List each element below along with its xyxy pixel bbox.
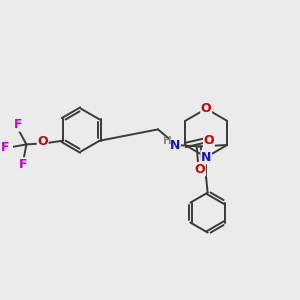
Text: F: F bbox=[19, 158, 28, 171]
Text: O: O bbox=[203, 134, 214, 147]
Text: O: O bbox=[37, 135, 48, 148]
Text: O: O bbox=[195, 163, 206, 176]
Text: O: O bbox=[201, 102, 211, 115]
Text: N: N bbox=[201, 151, 211, 164]
Text: F: F bbox=[14, 118, 23, 131]
Text: H: H bbox=[163, 136, 172, 146]
Text: N: N bbox=[170, 139, 180, 152]
Text: F: F bbox=[1, 141, 9, 154]
